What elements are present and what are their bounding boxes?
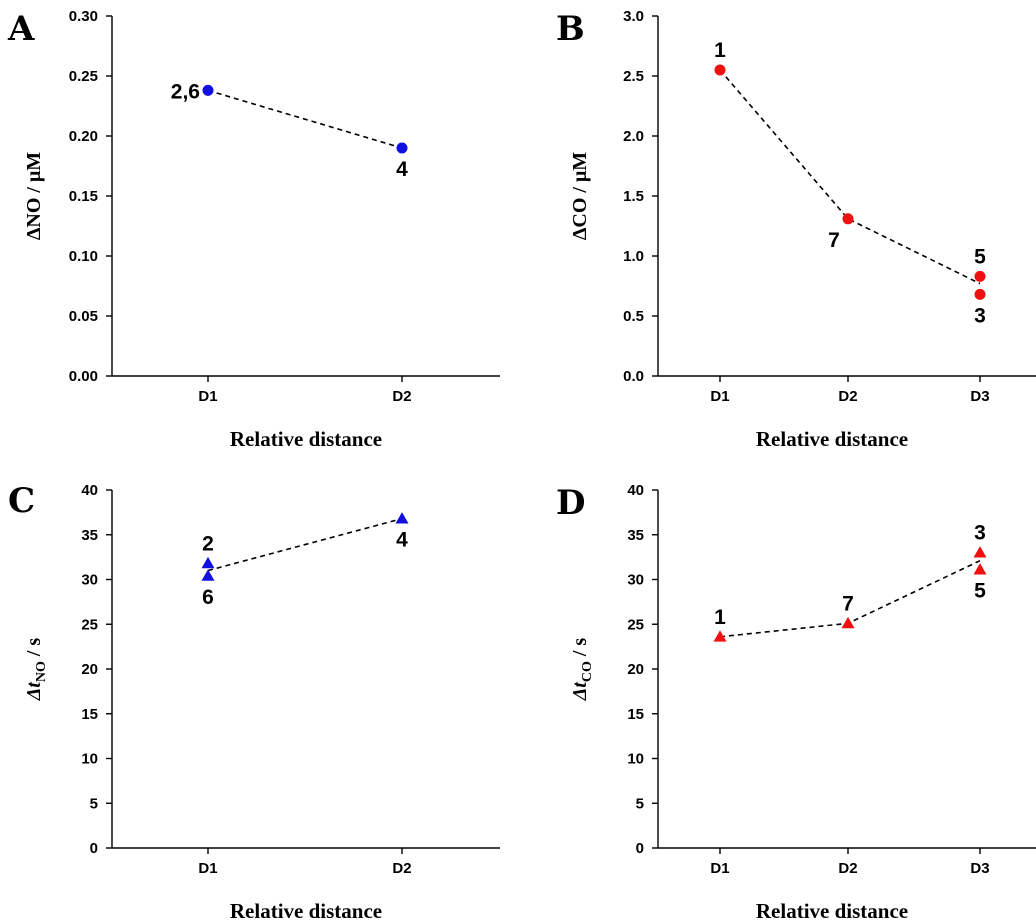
y-axis-label: ΔCO / μM [569,152,591,240]
trend-line [719,69,981,285]
y-tick-label: 20 [627,661,644,678]
trend-line [207,517,403,572]
x-tick-label: D3 [970,388,989,405]
y-axis-label-main: Δt [569,681,591,702]
y-tick-label: 0.10 [69,248,98,265]
y-tick-label: 3.0 [623,8,644,25]
data-point [841,616,855,629]
panel-a: A 0.00 0.05 0.10 0.15 0.20 0.25 0.30 D1 D2 Relativ… [7,8,500,451]
point-label: 7 [828,229,840,252]
panel-b: B 0.0 0.5 1.0 1.5 2.0 2.5 3.0 D1 D2 D3 Relative dis… [556,8,1036,451]
x-tick-label: D2 [838,388,857,405]
trend-line [207,89,403,149]
point-label: 7 [842,592,854,615]
x-axis-label: Relative distance [230,427,382,451]
y-tick-label: 20 [81,661,98,678]
data-point [396,142,408,154]
y-tick-label: 0.0 [623,368,644,385]
y-tick-label: 10 [81,751,98,768]
x-tick-label: D1 [710,388,729,405]
x-tick-label: D1 [198,388,217,405]
y-tick-label: 0.5 [623,308,644,325]
y-tick-label: 1.0 [623,248,644,265]
point-label: 6 [202,586,214,609]
y-axis-label-main: ΔCO / μM [569,152,591,240]
panel-letter: D [556,483,585,523]
panel-letter: A [7,9,35,49]
y-tick-label: 25 [81,616,98,633]
x-axis-label: Relative distance [230,899,382,923]
data-point [973,546,987,558]
data-point [842,213,854,225]
x-tick-label: D2 [838,860,857,877]
y-tick-label: 25 [627,616,644,633]
y-axis-label: ΔNO / μM [23,152,45,240]
x-tick-label: D2 [392,388,411,405]
data-point [202,84,214,96]
point-label: 4 [396,158,408,181]
point-label: 5 [974,245,986,268]
y-tick-label: 0.00 [69,368,98,385]
y-tick-label: 0 [90,840,98,857]
y-tick-label: 2.5 [623,68,644,85]
data-point [713,630,727,642]
y-tick-label: 2.0 [623,128,644,145]
point-label: 3 [974,304,986,327]
x-tick-label: D2 [392,860,411,877]
x-axis-label: Relative distance [756,427,908,451]
y-tick-label: 0.05 [69,308,98,325]
panel-c: C 0 5 10 15 20 25 30 35 40 D1 D2 Relative distance Δt… [8,481,500,923]
y-axis-label-subscript: NO [34,661,49,682]
y-tick-label: 0.30 [69,8,98,25]
point-label: 2 [202,532,214,555]
y-tick-label: 0 [636,840,644,857]
y-axis-label-unit: / s [569,638,591,662]
point-label: 3 [974,522,986,545]
data-point [974,270,986,282]
y-tick-label: 30 [81,572,98,589]
y-tick-label: 15 [81,706,98,723]
y-tick-label: 40 [627,482,644,499]
y-tick-label: 0.25 [69,68,98,85]
y-tick-label: 30 [627,572,644,589]
data-point [395,512,409,524]
y-axis-label-main: Δt [23,681,45,702]
x-tick-label: D1 [710,860,729,877]
y-tick-label: 1.5 [623,188,644,205]
data-point [201,569,215,581]
y-tick-label: 5 [90,795,98,812]
y-axis-label: ΔtCO / s [569,638,595,702]
panel-letter: B [556,9,585,49]
data-point [974,288,986,300]
point-label: 1 [714,39,726,62]
data-point [201,556,215,569]
y-tick-label: 0.20 [69,128,98,145]
y-tick-label: 5 [636,795,644,812]
y-axis-label-subscript: CO [580,661,595,682]
data-point [973,563,987,575]
x-tick-label: D1 [198,860,217,877]
point-label: 1 [714,606,726,629]
y-tick-label: 35 [81,527,98,544]
y-axis-label: ΔtNO / s [23,638,49,702]
x-axis-label: Relative distance [756,899,908,923]
y-tick-label: 10 [627,751,644,768]
y-tick-label: 15 [627,706,644,723]
point-label: 5 [974,580,986,603]
panel-letter: C [8,481,35,521]
data-point [714,64,726,76]
y-tick-label: 0.15 [69,188,98,205]
point-label: 2,6 [171,80,200,103]
y-tick-label: 40 [81,482,98,499]
y-tick-label: 35 [627,527,644,544]
y-axis-label-unit: / s [23,638,45,662]
x-tick-label: D3 [970,860,989,877]
y-axis-label-main: ΔNO / μM [23,152,45,240]
point-label: 4 [396,529,408,552]
